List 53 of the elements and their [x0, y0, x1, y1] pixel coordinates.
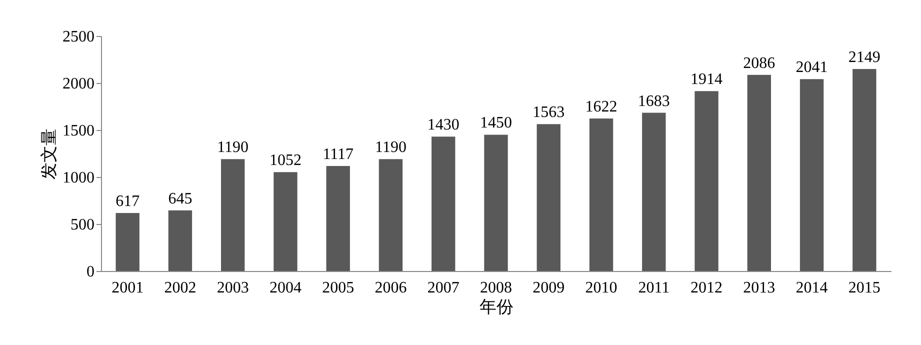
bar	[221, 159, 245, 271]
y-tick-label: 500	[70, 216, 94, 234]
bar	[484, 134, 508, 271]
x-tick-label: 2015	[848, 280, 880, 296]
bar	[642, 112, 666, 271]
x-axis-title: 年份	[480, 298, 514, 316]
bar	[694, 91, 718, 271]
x-tick-label: 2014	[796, 280, 828, 296]
x-tick-label: 2013	[743, 280, 776, 296]
y-tick-label: 2000	[62, 76, 94, 92]
x-tick-label: 2006	[374, 280, 407, 296]
bar	[536, 124, 560, 271]
bar	[589, 118, 614, 271]
bar	[116, 213, 140, 271]
y-axis-title: 发文量	[40, 128, 58, 180]
bar	[432, 136, 456, 271]
bar	[800, 79, 824, 271]
bar	[852, 68, 876, 271]
data-label: 1914	[690, 71, 723, 88]
data-label: 617	[116, 193, 140, 210]
x-tick-label: 2011	[638, 280, 670, 296]
x-tick-label: 2009	[532, 280, 565, 296]
bar	[326, 166, 350, 271]
data-label: 2149	[848, 48, 880, 66]
x-tick-label: 2004	[269, 280, 302, 296]
data-label: 645	[168, 190, 192, 208]
x-tick-label: 2003	[216, 280, 249, 296]
data-label: 1117	[322, 146, 354, 163]
x-tick-label: 2002	[164, 280, 196, 296]
x-tick-label: 2008	[480, 280, 512, 296]
y-tick-label: 1500	[62, 122, 94, 140]
x-tick-label: 2012	[690, 280, 723, 296]
y-tick-label: 1000	[62, 170, 94, 186]
data-label: 2041	[796, 59, 828, 76]
bar	[274, 172, 298, 271]
data-label: 1190	[375, 139, 406, 156]
data-label: 1430	[427, 116, 460, 134]
data-label: 1052	[269, 152, 302, 170]
x-tick-label: 2001	[112, 280, 144, 296]
data-label: 1190	[217, 139, 249, 156]
data-label: 1622	[585, 98, 618, 116]
x-tick-label: 2007	[427, 280, 460, 296]
y-tick-label: 0	[86, 264, 94, 280]
bar	[378, 159, 403, 271]
bar	[747, 74, 771, 271]
data-label: 1450	[480, 114, 512, 132]
data-label: 1683	[638, 92, 670, 110]
bar	[168, 210, 192, 271]
data-label: 2086	[743, 54, 776, 72]
x-tick-label: 2005	[322, 280, 354, 296]
y-tick-label: 2500	[62, 28, 94, 46]
x-tick-label: 2010	[585, 280, 618, 296]
data-label: 1563	[532, 104, 565, 122]
